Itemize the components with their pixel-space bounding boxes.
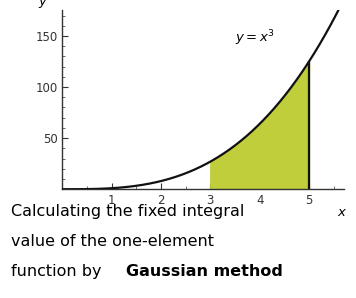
Text: Gaussian method: Gaussian method [126, 264, 283, 279]
Text: y: y [39, 0, 47, 8]
Text: x: x [337, 206, 345, 218]
Text: $y = x^3$: $y = x^3$ [235, 28, 275, 48]
Text: function by: function by [11, 264, 106, 279]
Text: Calculating the fixed integral: Calculating the fixed integral [11, 204, 244, 219]
Text: value of the one-element: value of the one-element [11, 234, 214, 249]
